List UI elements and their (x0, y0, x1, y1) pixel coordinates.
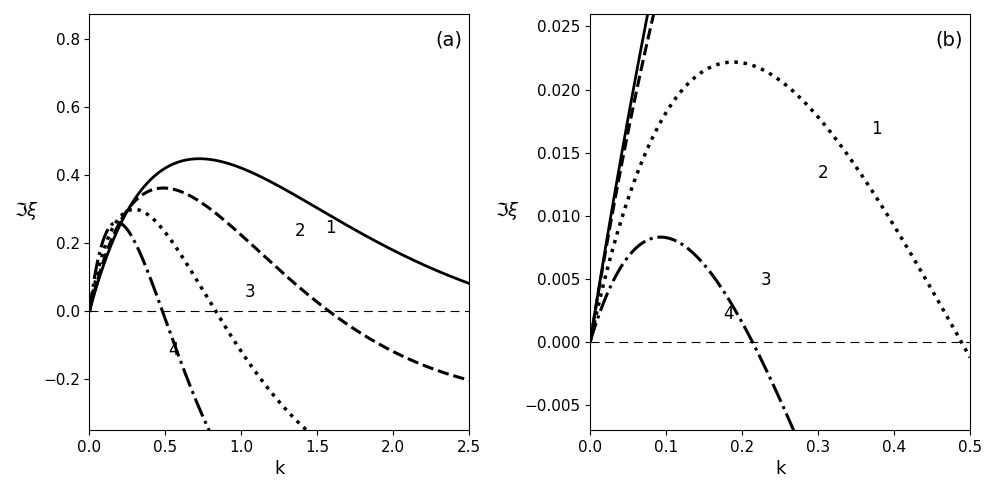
Text: 1: 1 (872, 120, 881, 138)
Text: 1: 1 (325, 219, 336, 237)
Text: 4: 4 (168, 341, 179, 359)
X-axis label: k: k (775, 460, 785, 478)
Text: 3: 3 (761, 271, 772, 289)
Y-axis label: $\Im\xi$: $\Im\xi$ (14, 200, 39, 222)
Text: 2: 2 (295, 222, 305, 240)
Text: 3: 3 (244, 283, 255, 302)
Text: (b): (b) (936, 31, 963, 50)
Text: 4: 4 (723, 305, 734, 323)
Text: (a): (a) (435, 31, 462, 50)
Text: 2: 2 (818, 164, 829, 182)
Y-axis label: $\Im\xi$: $\Im\xi$ (495, 200, 520, 222)
X-axis label: k: k (274, 460, 285, 478)
